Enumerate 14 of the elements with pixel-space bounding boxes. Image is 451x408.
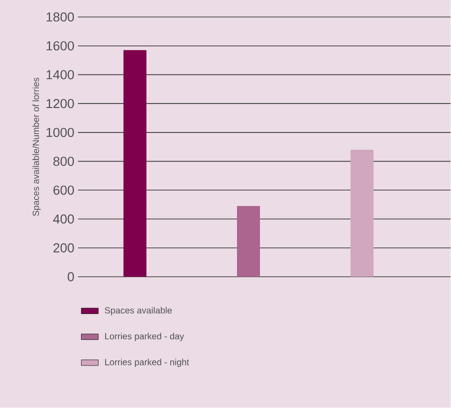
y-tick-label: 1600 xyxy=(46,41,74,51)
legend-label: Lorries parked - day xyxy=(105,332,184,342)
y-tick-label: 400 xyxy=(53,214,74,224)
y-tick-label: 1800 xyxy=(46,12,74,22)
y-axis-title: Spaces available/Number of lorries xyxy=(32,78,41,216)
y-tick-label: 200 xyxy=(53,243,74,253)
y-tick-label: 0 xyxy=(68,272,74,282)
y-tick-label: 800 xyxy=(53,156,74,166)
legend-label: Spaces available xyxy=(104,307,172,316)
y-tick-label: 1400 xyxy=(46,70,74,80)
y-tick-label: 600 xyxy=(53,186,74,195)
y-tick-label: 1000 xyxy=(46,128,74,138)
y-tick-label: 1200 xyxy=(46,99,74,108)
legend-label: Lorries parked - night xyxy=(105,358,190,368)
